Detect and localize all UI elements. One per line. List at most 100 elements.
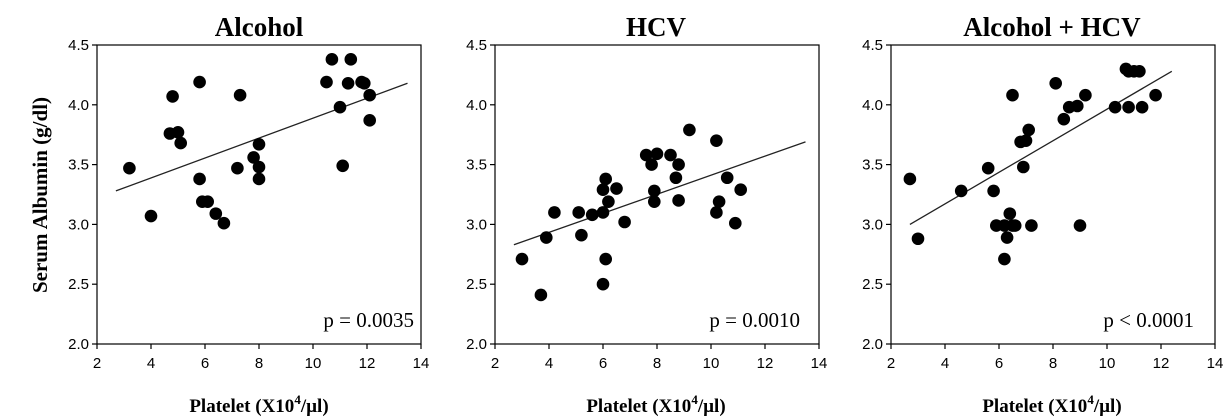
x-tick-label: 12 <box>1153 355 1170 372</box>
data-point <box>669 171 683 185</box>
y-tick-label: 4.0 <box>466 97 487 114</box>
panel-title: Alcohol <box>215 12 304 42</box>
data-point <box>572 206 585 219</box>
data-point <box>363 114 377 127</box>
x-tick-label: 8 <box>255 355 263 372</box>
data-point <box>1133 65 1146 78</box>
y-tick-label: 3.0 <box>68 216 89 233</box>
y-tick-label: 4.0 <box>862 97 883 114</box>
data-point <box>144 209 158 223</box>
trend-line <box>115 82 408 192</box>
y-tick-label: 2.0 <box>466 336 487 353</box>
data-point <box>534 288 548 302</box>
data-point <box>599 172 612 186</box>
data-point <box>217 216 231 230</box>
data-point <box>358 76 371 90</box>
data-point <box>1057 112 1071 126</box>
data-point <box>1049 76 1062 90</box>
y-tick-label: 3.0 <box>862 216 883 233</box>
data-point <box>618 215 631 229</box>
data-point <box>540 231 553 244</box>
plot-frame <box>890 44 1216 345</box>
scatter-points <box>115 53 408 230</box>
data-point <box>344 53 358 66</box>
y-tick-label: 2.5 <box>466 276 487 293</box>
data-point <box>734 183 747 197</box>
panel-title: Alcohol + HCV <box>963 12 1141 42</box>
x-tick-label: 10 <box>305 355 322 372</box>
x-tick-label: 12 <box>359 355 376 372</box>
data-point <box>325 53 339 66</box>
scatter-points <box>903 62 1173 266</box>
panel-title: HCV <box>626 12 687 42</box>
data-point <box>1122 100 1135 114</box>
y-tick-label: 3.0 <box>466 216 487 233</box>
data-point <box>171 126 185 139</box>
y-tick-label: 2.5 <box>68 276 89 293</box>
x-tick-label: 4 <box>147 355 155 372</box>
data-point <box>645 158 658 171</box>
data-point <box>174 136 187 150</box>
data-point <box>650 147 664 161</box>
data-point <box>1008 219 1022 232</box>
x-tick-label: 2 <box>93 355 101 372</box>
data-point <box>320 75 333 89</box>
data-point <box>664 148 677 162</box>
x-tick-label: 14 <box>413 355 430 372</box>
x-tick-label: 14 <box>1207 355 1224 372</box>
data-point <box>596 183 610 197</box>
data-point <box>252 160 266 174</box>
x-tick-label: 6 <box>995 355 1003 372</box>
y-tick-label: 3.5 <box>68 157 89 174</box>
data-point <box>1073 219 1087 232</box>
y-tick-label: 2.5 <box>862 276 883 293</box>
data-point <box>548 206 561 219</box>
data-point <box>602 195 615 208</box>
scatter-points <box>513 123 806 302</box>
data-point <box>954 184 968 198</box>
data-point <box>166 90 179 103</box>
x-axis-label: Platelet (X104/µl) <box>982 392 1121 417</box>
p-value-annotation: p < 0.0001 <box>1103 308 1194 332</box>
p-value-annotation: p = 0.0010 <box>709 308 800 332</box>
data-point <box>672 194 685 207</box>
x-tick-label: 14 <box>811 355 828 372</box>
data-point <box>1003 207 1017 220</box>
data-point <box>610 182 623 195</box>
x-tick-label: 6 <box>599 355 607 372</box>
data-point <box>683 123 696 137</box>
data-point <box>575 228 588 242</box>
x-axis-label: Platelet (X104/µl) <box>189 392 328 417</box>
data-point <box>720 171 734 185</box>
data-point <box>596 277 610 291</box>
data-point <box>648 184 661 198</box>
data-point <box>648 195 661 208</box>
panel-hcv: HCV p = 0.0010 Platelet (X104/µl) 2.0 2.5… <box>466 12 827 417</box>
data-point <box>336 159 350 173</box>
x-tick-label: 6 <box>201 355 209 372</box>
y-tick-label: 2.0 <box>68 336 89 353</box>
data-point <box>903 172 917 186</box>
data-point <box>201 195 214 208</box>
data-point <box>231 161 244 175</box>
data-point <box>233 88 247 102</box>
y-tick-label: 4.5 <box>68 37 89 54</box>
x-tick-label: 10 <box>703 355 720 372</box>
data-point <box>341 76 355 90</box>
x-axis-label-superscript: 4 <box>691 392 698 407</box>
data-point <box>247 151 260 164</box>
data-point <box>333 100 347 114</box>
data-point <box>1071 99 1084 113</box>
data-point <box>710 134 723 147</box>
panel-alcohol-hcv: Alcohol + HCV p < 0.0001 Platelet (X104/… <box>862 12 1223 417</box>
y-tick-label: 4.5 <box>466 37 487 54</box>
data-point <box>193 75 206 89</box>
x-tick-label: 4 <box>545 355 553 372</box>
data-point <box>599 252 612 266</box>
data-point <box>515 252 529 266</box>
x-axis-label-superscript: 4 <box>294 392 301 407</box>
x-axis-label: Platelet (X104/µl) <box>586 392 725 417</box>
data-point <box>363 88 377 102</box>
y-tick-label: 4.0 <box>68 97 89 114</box>
